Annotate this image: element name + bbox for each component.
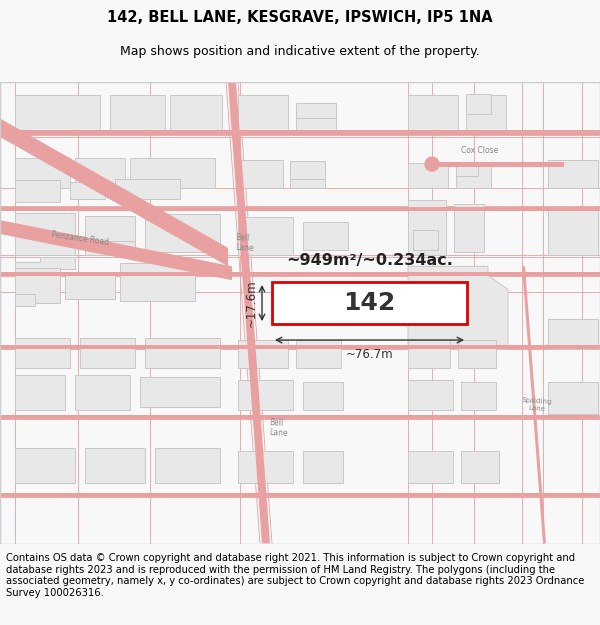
Bar [155,449,220,484]
Text: Contains OS data © Crown copyright and database right 2021. This information is : Contains OS data © Crown copyright and d… [6,553,584,598]
Bar [466,94,491,114]
Bar [303,381,343,409]
Polygon shape [408,266,508,349]
Bar [408,379,453,409]
Bar [296,104,336,119]
Bar [454,204,484,252]
Bar [408,340,450,368]
Bar [428,229,446,232]
Bar [15,158,70,188]
Bar [272,282,467,324]
Bar [428,233,446,236]
Bar [238,217,293,255]
Bar [15,449,75,484]
Bar [408,200,446,255]
Bar [15,374,65,409]
Bar [0,346,600,349]
Bar [548,160,598,188]
Bar [548,210,598,255]
Bar [15,95,100,130]
Bar [0,271,600,276]
Polygon shape [0,119,228,266]
Bar [115,179,180,199]
Bar [408,451,453,484]
Bar [428,225,446,228]
Bar [85,235,135,255]
Bar [75,374,130,409]
Bar [85,216,135,241]
Polygon shape [15,257,75,269]
Bar [303,222,348,250]
Bar [70,182,105,199]
Bar [145,338,220,368]
Text: Map shows position and indicative extent of the property.: Map shows position and indicative extent… [120,45,480,58]
Bar [170,95,222,130]
Text: 142, BELL LANE, KESGRAVE, IPSWICH, IP5 1NA: 142, BELL LANE, KESGRAVE, IPSWICH, IP5 1… [107,11,493,26]
Bar [408,162,448,188]
Bar [120,263,195,301]
Polygon shape [228,81,270,544]
Bar [456,162,491,188]
Bar [15,213,75,255]
Bar [238,379,293,409]
Bar [238,160,283,188]
Polygon shape [522,266,546,544]
Bar [428,241,446,244]
Bar [0,129,600,134]
Text: 142: 142 [343,291,395,315]
Text: Spalding
Lane: Spalding Lane [521,398,553,412]
Bar [65,274,115,299]
Bar [238,451,293,484]
Bar [466,95,506,130]
Bar [238,340,288,368]
Bar [238,95,288,130]
Bar [458,340,496,368]
Bar [461,451,499,484]
Bar [413,230,438,250]
Text: ~949m²/~0.234ac.: ~949m²/~0.234ac. [286,253,453,268]
Bar [85,449,145,484]
Bar [456,164,478,176]
Bar [296,108,336,130]
Bar [15,338,70,368]
Bar [290,161,325,179]
Circle shape [425,157,439,171]
Bar [548,319,598,349]
Bar [0,207,600,211]
Bar [15,179,60,202]
Bar [0,415,600,419]
Text: Penzance Road: Penzance Road [50,230,109,247]
Bar [15,294,35,306]
Text: Cox Close: Cox Close [461,146,499,154]
Bar [130,158,215,188]
Bar [408,95,458,130]
Bar [432,162,564,167]
Bar [15,268,60,303]
Bar [110,95,165,130]
Bar [290,168,325,187]
Bar [428,217,446,220]
Text: Bell
Lane: Bell Lane [235,233,254,253]
Bar [140,378,220,408]
Bar [80,338,135,368]
Bar [428,221,446,224]
Text: ~76.7m: ~76.7m [346,348,394,361]
Text: Bell
Lane: Bell Lane [269,418,289,438]
Bar [296,340,341,368]
Bar [428,237,446,240]
Bar [0,493,600,498]
Bar [461,381,496,409]
Bar [75,158,125,188]
Text: ~17.6m: ~17.6m [245,279,258,327]
Bar [548,382,598,414]
Polygon shape [0,220,232,280]
Bar [145,214,220,253]
Bar [303,451,343,484]
